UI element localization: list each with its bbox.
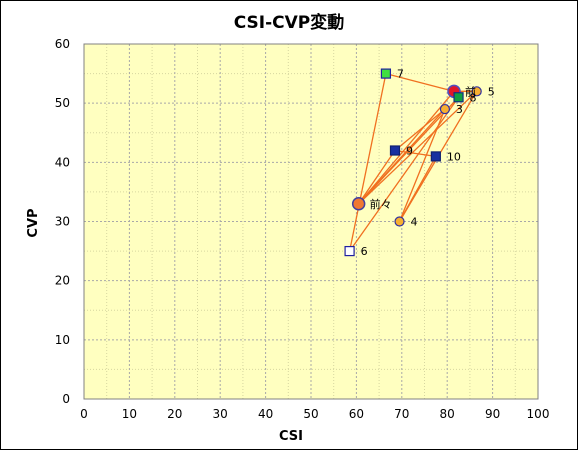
y-tick-label: 50 [55, 96, 70, 110]
point-label: 10 [447, 150, 461, 163]
point-label: 3 [456, 103, 463, 116]
y-tick-label: 20 [55, 274, 70, 288]
point-label: 4 [411, 216, 418, 229]
series-line [349, 96, 460, 252]
series-line [385, 72, 455, 92]
x-tick-label: 90 [485, 407, 500, 421]
y-tick-label: 0 [62, 392, 70, 406]
x-tick-label: 0 [80, 407, 88, 421]
x-tick-label: 20 [167, 407, 182, 421]
data-point [471, 86, 482, 97]
x-tick-label: 30 [213, 407, 228, 421]
y-tick-label: 60 [55, 37, 70, 51]
series-line [394, 108, 446, 152]
x-tick-label: 60 [349, 407, 364, 421]
x-axis-ticks: 0 10 20 30 40 50 60 70 80 90 100 [80, 407, 549, 421]
chart-title: CSI-CVP変動 [234, 12, 345, 33]
data-point [351, 197, 366, 211]
data-points [344, 68, 482, 257]
series-line [358, 90, 455, 205]
series-line [394, 149, 436, 158]
x-tick-label: 100 [527, 407, 550, 421]
point-label: 前 [465, 84, 476, 98]
point-label: 5 [488, 85, 495, 98]
y-axis-ticks: 0 10 20 30 40 50 60 [55, 37, 70, 406]
point-label: 9 [406, 145, 413, 158]
y-tick-label: 10 [55, 333, 70, 347]
y-tick-label: 40 [55, 155, 70, 169]
x-tick-label: 70 [394, 407, 409, 421]
y-axis-label: CVP [26, 208, 41, 237]
y-tick-label: 30 [55, 215, 70, 229]
data-point [439, 103, 451, 115]
x-tick-label: 10 [122, 407, 137, 421]
point-label: 7 [397, 68, 404, 81]
point-label: 8 [470, 91, 477, 104]
data-point [453, 92, 464, 103]
x-axis-label: CSI [279, 429, 303, 444]
series-line [358, 150, 396, 205]
data-point [344, 245, 355, 257]
data-point [380, 68, 392, 79]
x-tick-label: 40 [258, 407, 273, 421]
series-line [358, 90, 478, 205]
point-label: 6 [361, 245, 368, 258]
data-point [389, 145, 401, 156]
x-tick-label: 50 [303, 407, 318, 421]
data-point [430, 151, 441, 162]
series-line [398, 156, 437, 222]
x-tick-label: 80 [440, 407, 455, 421]
point-labels: 前前々 3 4 5 6 7 8 9 10 [361, 68, 495, 258]
point-label: 前々 [370, 197, 392, 211]
series-line [348, 73, 387, 252]
data-point [394, 216, 405, 227]
plot-border [83, 43, 539, 400]
